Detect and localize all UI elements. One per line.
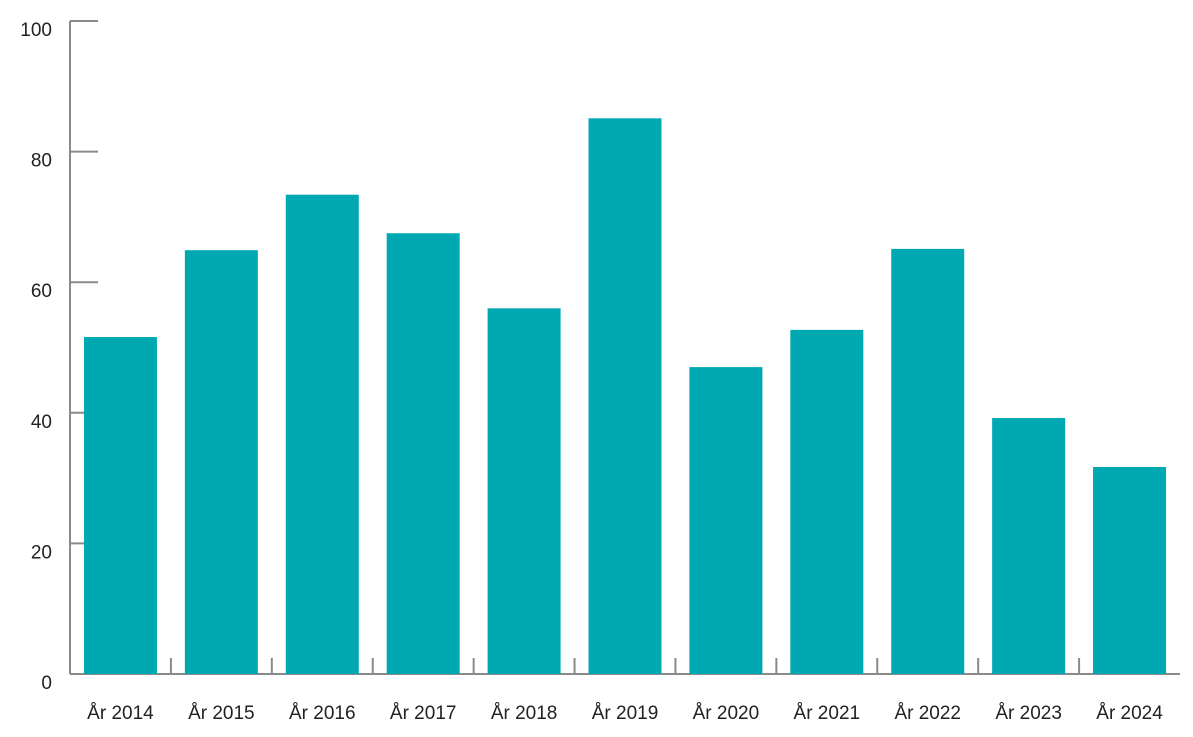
bar	[790, 329, 864, 674]
bar	[1093, 466, 1167, 674]
x-tick-label: År 2023	[995, 703, 1062, 724]
bar	[487, 308, 561, 674]
bar	[184, 250, 258, 674]
y-tick-label: 60	[31, 281, 52, 302]
x-tick-label: År 2018	[491, 703, 558, 724]
x-tick-label: År 2019	[592, 703, 659, 724]
y-tick-label: 0	[41, 673, 52, 694]
y-tick-label: 80	[31, 151, 52, 172]
y-tick-label: 20	[31, 542, 52, 563]
bar	[285, 194, 359, 674]
x-tick-label: År 2022	[894, 703, 961, 724]
x-tick-label: År 2014	[87, 703, 154, 724]
x-tick-label: År 2016	[289, 703, 356, 724]
x-tick-label: År 2017	[390, 703, 457, 724]
bar	[588, 118, 662, 674]
x-tick-label: År 2020	[693, 703, 760, 724]
bar	[992, 418, 1066, 674]
x-tick-label: År 2021	[794, 703, 861, 724]
bar	[689, 367, 763, 674]
x-tick-label: År 2015	[188, 703, 255, 724]
bar	[83, 337, 157, 674]
y-tick-label: 40	[31, 412, 52, 433]
bar	[386, 233, 460, 674]
x-tick-label: År 2024	[1096, 703, 1163, 724]
bar	[891, 248, 965, 674]
y-tick-label: 100	[20, 20, 52, 41]
